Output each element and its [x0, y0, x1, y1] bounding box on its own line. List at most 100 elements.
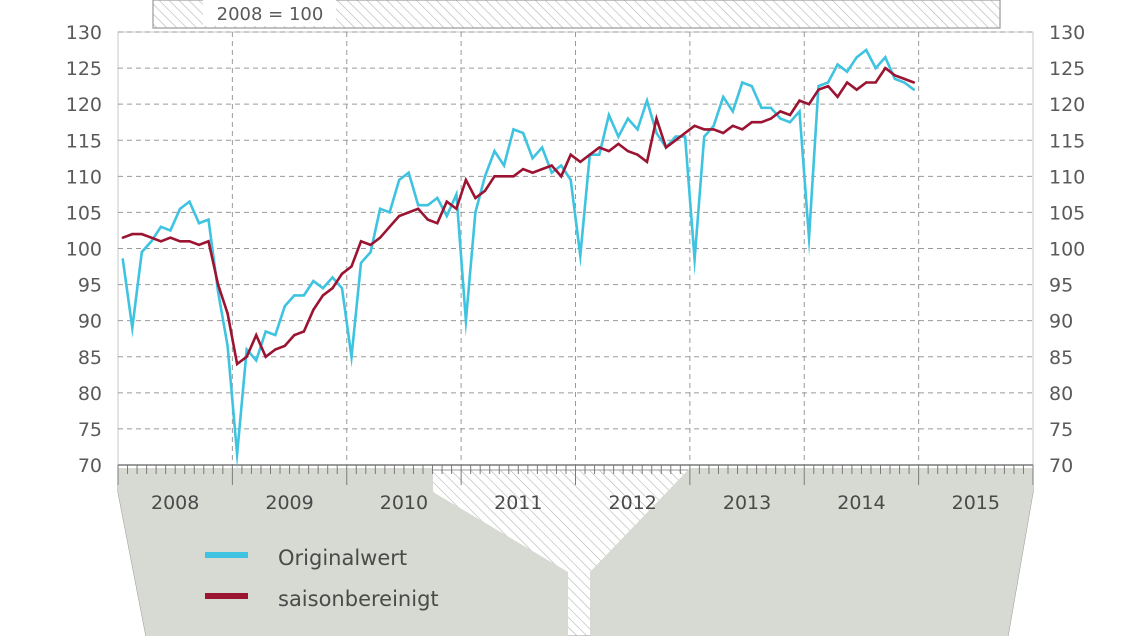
data-point-originalwert: [893, 77, 896, 81]
data-point-originalwert: [474, 211, 477, 214]
data-point-saisonbereinigt: [150, 236, 153, 239]
data-point-originalwert: [674, 135, 677, 138]
data-point-originalwert: [540, 146, 544, 149]
data-point-saisonbereinigt: [779, 110, 782, 113]
y-tick-label-right: 110: [1049, 166, 1085, 188]
data-point-originalwert: [283, 305, 286, 308]
data-point-originalwert: [912, 88, 916, 91]
data-point-saisonbereinigt: [560, 175, 563, 178]
data-point-saisonbereinigt: [378, 236, 382, 239]
data-point-saisonbereinigt: [807, 103, 811, 106]
data-point-saisonbereinigt: [712, 128, 715, 131]
data-point-saisonbereinigt: [283, 344, 286, 348]
y-tick-label-right: 90: [1049, 311, 1073, 333]
data-point-originalwert: [483, 175, 487, 178]
y-tick-label-right: 70: [1049, 455, 1073, 477]
data-point-saisonbereinigt: [598, 146, 601, 149]
data-point-saisonbereinigt: [474, 196, 477, 200]
data-point-originalwert: [598, 153, 601, 156]
data-point-originalwert: [245, 348, 248, 351]
data-point-saisonbereinigt: [502, 175, 506, 178]
data-point-originalwert: [331, 276, 334, 279]
data-point-saisonbereinigt: [664, 146, 668, 149]
legend-item-originalwert: Originalwert: [205, 546, 407, 570]
data-point-saisonbereinigt: [340, 272, 344, 275]
data-point-originalwert: [340, 287, 344, 290]
data-point-originalwert: [845, 70, 849, 73]
y-tick-label-left: 100: [66, 239, 102, 261]
data-point-saisonbereinigt: [531, 171, 534, 174]
x-tick-label: 2008: [151, 492, 199, 514]
y-tick-label-right: 115: [1049, 130, 1085, 152]
data-point-saisonbereinigt: [655, 117, 658, 120]
data-point-saisonbereinigt: [645, 160, 649, 164]
data-point-originalwert: [560, 164, 563, 167]
data-point-saisonbereinigt: [235, 362, 239, 366]
y-tick-label-right: 85: [1049, 347, 1073, 369]
data-point-saisonbereinigt: [760, 121, 763, 124]
data-point-saisonbereinigt: [455, 207, 458, 210]
data-point-saisonbereinigt: [255, 333, 258, 337]
x-tick-label: 2015: [952, 492, 1000, 514]
legend-label-originalwert: Originalwert: [278, 546, 407, 570]
data-point-originalwert: [359, 261, 363, 265]
data-point-saisonbereinigt: [626, 149, 630, 153]
y-tick-label-left: 130: [66, 22, 102, 44]
data-point-saisonbereinigt: [321, 294, 325, 297]
data-point-saisonbereinigt: [293, 333, 296, 337]
data-point-saisonbereinigt: [388, 225, 391, 228]
data-point-originalwert: [550, 171, 553, 174]
data-point-saisonbereinigt: [216, 283, 220, 286]
data-point-originalwert: [398, 178, 401, 182]
data-point-originalwert: [636, 128, 639, 131]
data-point-originalwert: [293, 294, 296, 297]
data-point-originalwert: [826, 81, 830, 84]
y-tick-label-left: 90: [78, 311, 102, 333]
data-point-originalwert: [169, 229, 172, 232]
data-point-originalwert: [607, 113, 611, 117]
data-point-saisonbereinigt: [865, 81, 868, 84]
x-tick-label: 2010: [380, 492, 428, 514]
data-point-saisonbereinigt: [464, 178, 468, 182]
data-point-saisonbereinigt: [826, 84, 830, 88]
data-point-originalwert: [455, 193, 458, 196]
data-point-originalwert: [264, 330, 267, 333]
data-point-originalwert: [741, 81, 744, 84]
data-point-originalwert: [502, 164, 506, 167]
top-band: 2008 = 100: [152, 0, 1001, 29]
legend-panel: [117, 468, 1034, 637]
y-tick-label-left: 110: [66, 166, 102, 188]
x-tick-label: 2014: [837, 492, 885, 514]
y-tick-label-right: 80: [1049, 383, 1073, 405]
data-point-saisonbereinigt: [893, 74, 896, 77]
data-point-originalwert: [579, 254, 582, 257]
data-point-saisonbereinigt: [769, 117, 773, 120]
data-point-originalwert: [321, 287, 325, 290]
top-band-label-bg: [203, 0, 336, 26]
data-point-saisonbereinigt: [550, 164, 553, 167]
data-point-originalwert: [312, 279, 315, 283]
y-tick-label-right: 95: [1049, 275, 1073, 297]
data-point-saisonbereinigt: [178, 240, 182, 243]
data-point-saisonbereinigt: [683, 131, 687, 135]
data-point-saisonbereinigt: [188, 240, 191, 243]
data-point-originalwert: [817, 84, 820, 88]
data-point-saisonbereinigt: [617, 142, 620, 146]
data-point-saisonbereinigt: [264, 355, 267, 358]
data-point-saisonbereinigt: [703, 128, 706, 131]
data-point-saisonbereinigt: [369, 243, 372, 247]
data-point-originalwert: [760, 106, 763, 110]
data-point-saisonbereinigt: [674, 139, 677, 142]
data-point-originalwert: [836, 63, 839, 66]
data-point-originalwert: [874, 66, 877, 70]
series-layer: [121, 48, 916, 469]
data-point-originalwert: [121, 258, 125, 261]
data-point-saisonbereinigt: [836, 95, 839, 99]
y-tick-label-left: 95: [78, 275, 102, 297]
y-tick-label-left: 75: [78, 419, 102, 441]
data-point-saisonbereinigt: [159, 240, 163, 243]
data-point-saisonbereinigt: [903, 77, 906, 81]
y-tick-label-right: 120: [1049, 94, 1085, 116]
data-point-saisonbereinigt: [750, 121, 753, 124]
data-point-saisonbereinigt: [350, 265, 353, 268]
